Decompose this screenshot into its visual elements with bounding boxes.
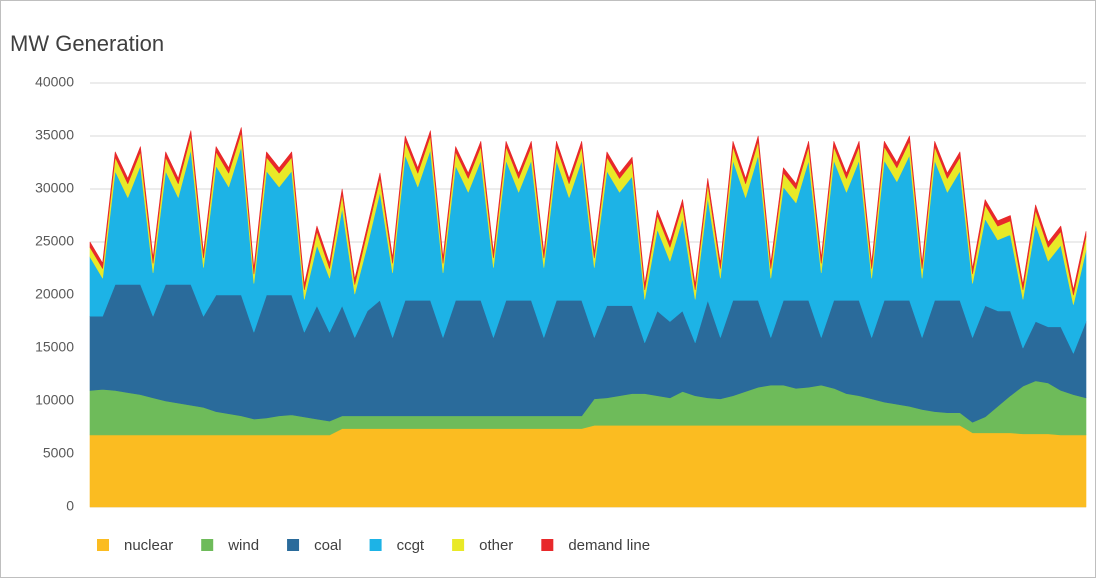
legend-swatch [287,539,300,551]
legend-swatch [369,539,382,551]
legend-label: wind [227,537,259,554]
area [89,425,1087,508]
y-tick-label: 20000 [35,286,74,302]
legend-label: coal [314,537,342,554]
chart-title: MW Generation [10,31,164,56]
legend-swatch [97,539,109,551]
legend-swatch [452,539,465,551]
legend-label: demand line [568,537,650,554]
area [89,127,1087,296]
y-tick-label: 35000 [35,127,74,143]
y-tick-label: 25000 [35,233,74,249]
y-tick-label: 0 [66,498,74,514]
y-tick-label: 10000 [35,392,74,408]
legend-label: nuclear [124,537,173,554]
legend-swatch [201,539,214,551]
y-tick-label: 40000 [35,74,74,90]
y-tick-label: 15000 [35,339,74,355]
legend-label: ccgt [397,537,425,554]
legend-swatch [541,539,554,551]
legend-label: other [479,537,513,554]
y-tick-label: 30000 [35,180,74,196]
y-tick-label: 5000 [43,445,74,461]
